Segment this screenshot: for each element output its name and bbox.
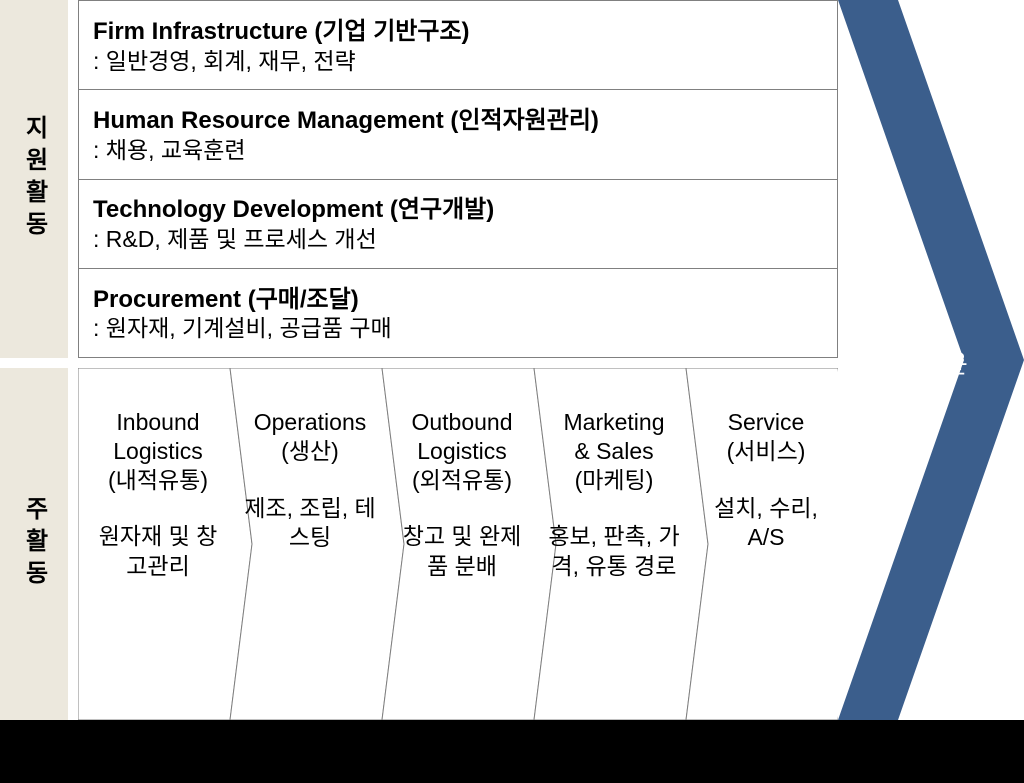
primary-cell: Operations(생산) 제조, 조립, 테스팅	[230, 368, 382, 720]
support-activities-section: Firm Infrastructure (기업 기반구조) : 일반경영, 회계…	[78, 0, 838, 358]
primary-cell: Service(서비스) 설치, 수리, A/S	[686, 368, 838, 720]
support-row-title: Technology Development (연구개발)	[93, 196, 823, 225]
primary-activities-section: InboundLogistics(내적유통)원자재 및 창고관리Operatio…	[78, 368, 838, 720]
support-row-title: Firm Infrastructure (기업 기반구조)	[93, 18, 823, 47]
support-row-desc: : 원자재, 기계설비, 공급품 구매	[93, 314, 823, 344]
primary-cell-title: Marketing& Sales(마케팅)	[564, 408, 665, 494]
support-activities-label: 지원활동	[0, 0, 68, 358]
primary-cell-title: Operations(생산)	[254, 408, 367, 466]
primary-cell-title: OutboundLogistics(외적유통)	[411, 408, 512, 494]
primary-cell: OutboundLogistics(외적유통) 창고 및 완제품 분배	[382, 368, 534, 720]
support-row-infrastructure: Firm Infrastructure (기업 기반구조) : 일반경영, 회계…	[79, 1, 837, 90]
primary-activities-label: 주활동	[0, 368, 68, 720]
support-row-desc: : 일반경영, 회계, 재무, 전략	[93, 47, 823, 77]
value-chain-diagram: 지원활동 주활동 Firm Infrastructure (기업 기반구조) :…	[0, 0, 1024, 720]
primary-cell-title: Service(서비스)	[727, 408, 806, 466]
primary-cell-desc: 홍보, 판촉, 가격, 유통 경로	[548, 522, 680, 582]
primary-cell: Marketing& Sales(마케팅) 홍보, 판촉, 가격, 유통 경로	[534, 368, 686, 720]
support-row-title: Procurement (구매/조달)	[93, 286, 823, 315]
bottom-bar	[0, 720, 1024, 783]
primary-cell-desc: 제조, 조립, 테스팅	[244, 494, 376, 554]
support-row-title: Human Resource Management (인적자원관리)	[93, 107, 823, 136]
primary-cell-title: InboundLogistics(내적유통)	[108, 408, 208, 494]
support-row-hrm: Human Resource Management (인적자원관리) : 채용,…	[79, 90, 837, 179]
margin-label: 이윤	[920, 344, 968, 381]
support-row-desc: : 채용, 교육훈련	[93, 136, 823, 166]
primary-cell-desc: 설치, 수리, A/S	[700, 494, 832, 554]
support-row-desc: : R&D, 제품 및 프로세스 개선	[93, 225, 823, 255]
support-row-procurement: Procurement (구매/조달) : 원자재, 기계설비, 공급품 구매	[79, 269, 837, 357]
support-row-tech: Technology Development (연구개발) : R&D, 제품 …	[79, 180, 837, 269]
primary-cell-desc: 원자재 및 창고관리	[92, 522, 224, 582]
primary-cell-desc: 창고 및 완제품 분배	[396, 522, 528, 582]
primary-cell: InboundLogistics(내적유통) 원자재 및 창고관리	[78, 368, 230, 720]
